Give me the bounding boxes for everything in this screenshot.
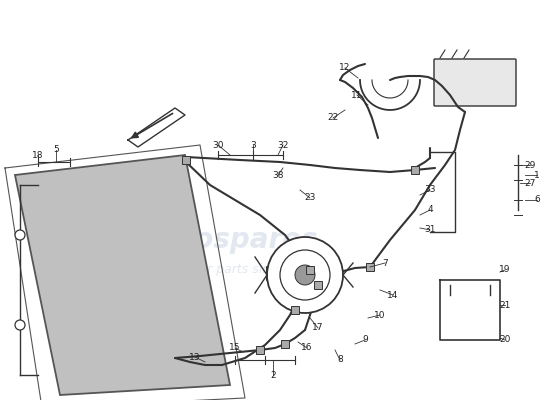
Text: 8: 8 (337, 356, 343, 364)
Text: 32: 32 (277, 140, 289, 150)
Text: 27: 27 (524, 178, 536, 188)
Text: eurospares: eurospares (142, 226, 318, 254)
Circle shape (15, 320, 25, 330)
Circle shape (280, 250, 330, 300)
Text: 5: 5 (53, 146, 59, 154)
Text: 38: 38 (272, 170, 284, 180)
Text: 12: 12 (339, 64, 351, 72)
Text: 3: 3 (250, 140, 256, 150)
Polygon shape (15, 155, 230, 395)
Text: 16: 16 (301, 344, 313, 352)
Text: 10: 10 (374, 310, 386, 320)
Text: 6: 6 (534, 196, 540, 204)
Text: 4: 4 (427, 206, 433, 214)
Bar (291, 306, 299, 314)
Text: 17: 17 (312, 324, 324, 332)
Bar (281, 340, 289, 348)
Text: 33: 33 (424, 186, 436, 194)
Bar (306, 266, 314, 274)
Text: 30: 30 (212, 140, 224, 150)
Bar (182, 156, 190, 164)
Text: 9: 9 (362, 336, 368, 344)
Text: 7: 7 (382, 258, 388, 268)
Bar (411, 166, 419, 174)
Text: 19: 19 (499, 266, 511, 274)
Text: 29: 29 (524, 160, 536, 170)
Bar (314, 281, 322, 289)
Text: 13: 13 (189, 352, 201, 362)
Text: 11: 11 (351, 90, 363, 100)
Bar (366, 263, 374, 271)
Text: 18: 18 (32, 150, 44, 160)
Text: 14: 14 (387, 290, 399, 300)
Text: 23: 23 (304, 194, 316, 202)
Circle shape (295, 265, 315, 285)
Circle shape (267, 237, 343, 313)
Text: 1: 1 (534, 170, 540, 180)
Text: 22: 22 (327, 114, 339, 122)
Text: 20: 20 (499, 336, 511, 344)
Bar (256, 346, 264, 354)
Text: 15: 15 (229, 344, 241, 352)
Text: a passion for parts since 1990s: a passion for parts since 1990s (133, 264, 328, 276)
Text: 2: 2 (270, 370, 276, 380)
Text: 31: 31 (424, 226, 436, 234)
Text: 21: 21 (499, 300, 511, 310)
Circle shape (15, 230, 25, 240)
FancyBboxPatch shape (434, 59, 516, 106)
